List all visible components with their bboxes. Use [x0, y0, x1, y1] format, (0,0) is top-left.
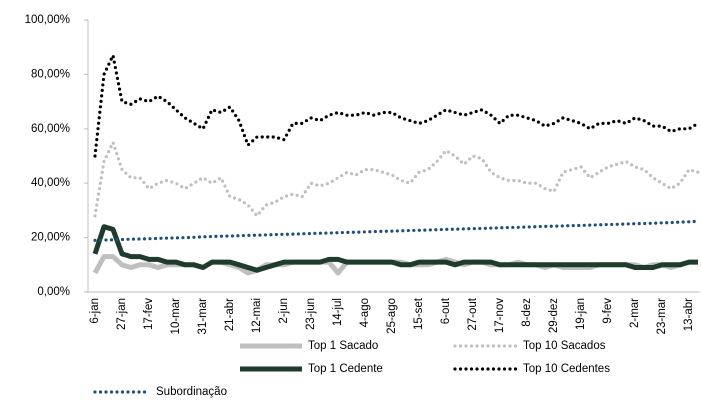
- legend-label: Top 1 Sacado: [308, 340, 378, 352]
- legend-label: Subordinação: [156, 386, 227, 398]
- series-line: [92, 224, 698, 273]
- x-tick-label: 23-mar: [656, 298, 668, 335]
- x-tick-label: 2-jun: [278, 298, 290, 324]
- legend-label: Top 10 Sacados: [523, 340, 606, 352]
- x-tick-label: 6-jan: [89, 298, 101, 324]
- series-line: [93, 138, 700, 219]
- x-tick-label: 12-mai: [251, 298, 263, 333]
- x-tick-label: 10-mar: [170, 298, 182, 335]
- x-tick-label: 17-fev: [143, 298, 155, 330]
- x-tick-label: 9-fev: [602, 298, 614, 324]
- x-tick-label: 13-abr: [683, 298, 695, 331]
- y-tick-label: 100,00%: [25, 14, 70, 26]
- series-line: [93, 219, 700, 242]
- y-tick-label: 0,00%: [37, 286, 70, 298]
- x-tick-label: 15-set: [413, 297, 425, 330]
- x-tick-label: 17-nov: [494, 298, 506, 333]
- y-tick-label: 40,00%: [31, 177, 70, 189]
- x-tick-label: 2-mar: [629, 298, 641, 328]
- x-tick-label: 31-mar: [197, 298, 209, 335]
- x-tick-label: 21-abr: [224, 298, 236, 331]
- x-tick-label: 6-out: [440, 297, 452, 324]
- y-tick-label: 60,00%: [31, 123, 70, 135]
- x-tick-label: 29-dez: [548, 298, 560, 333]
- legend-label: Top 10 Cedentes: [523, 363, 610, 375]
- x-tick-label: 27-jan: [116, 298, 128, 330]
- y-tick-label: 20,00%: [31, 232, 70, 244]
- x-tick-label: 19-jan: [575, 298, 587, 330]
- x-tick-label: 4-ago: [359, 298, 371, 327]
- x-tick-label: 25-ago: [386, 298, 398, 334]
- x-tick-label: 8-dez: [521, 298, 533, 327]
- x-tick-label: 14-jul: [332, 298, 344, 326]
- legend-label: Top 1 Cedente: [308, 363, 383, 375]
- series-line: [93, 50, 700, 158]
- x-tick-label: 23-jun: [305, 298, 317, 330]
- y-tick-label: 80,00%: [31, 68, 70, 80]
- x-tick-label: 27-out: [467, 297, 479, 330]
